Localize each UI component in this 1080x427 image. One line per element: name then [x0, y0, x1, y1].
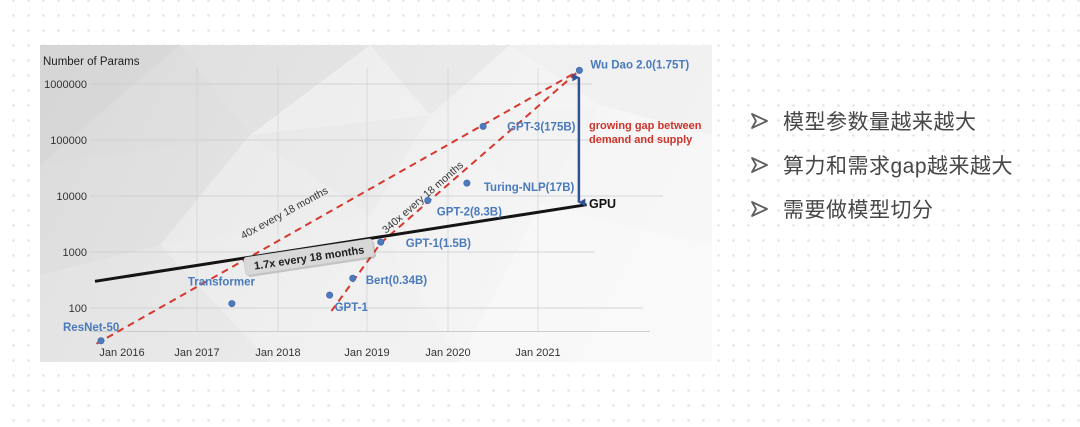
data-point	[97, 337, 105, 345]
lowpoly-facet	[510, 45, 712, 135]
point-label: GPT-2(8.3B)	[437, 207, 502, 219]
x-tick-label: Jan 2017	[174, 347, 219, 359]
y-tick-label: 100	[69, 303, 87, 315]
data-point	[424, 197, 432, 205]
data-point	[377, 238, 385, 246]
bullet-item: 模型参数量越来越大	[750, 106, 1072, 136]
point-label: Transformer	[188, 277, 256, 289]
lowpoly-facet	[460, 205, 712, 362]
params-chart-card: 100 1000 10000 100000 1000000 Jan 2016 Jan 201…	[40, 45, 712, 362]
gap-annotation: growing gap between demand and supply	[589, 120, 702, 146]
params-growth-chart: 100 1000 10000 100000 1000000 Jan 2016 Jan 201…	[40, 45, 712, 362]
lowpoly-facet	[250, 45, 430, 135]
point-label: Bert(0.34B)	[366, 275, 428, 287]
point-label: GPT-1(1.5B)	[406, 238, 471, 250]
point-label: ResNet-50	[63, 322, 119, 334]
data-point	[479, 122, 487, 130]
lowpoly-facet	[180, 45, 370, 135]
y-tick-label: 10000	[56, 191, 87, 203]
x-tick-label: Jan 2020	[425, 347, 470, 359]
lowpoly-facet	[370, 45, 510, 115]
key-points-panel: 模型参数量越来越大 算力和需求gap越来越大 需要做模型切分	[750, 106, 1072, 238]
gridlines: 100 1000 10000 100000 1000000 Jan 2016 Jan 201…	[44, 68, 663, 359]
bullet-text: 模型参数量越来越大	[783, 111, 977, 134]
bullet-item: 需要做模型切分	[750, 194, 1072, 224]
chart-title: Number of Params	[43, 56, 140, 68]
gpu-ribbon-band	[243, 238, 375, 276]
data-point	[463, 179, 471, 187]
bullet-item: 算力和需求gap越来越大	[750, 150, 1072, 180]
bullet-text: 算力和需求gap越来越大	[783, 155, 1014, 178]
point-label: GPT-1	[335, 302, 369, 314]
data-point	[228, 300, 236, 308]
arrow-bullet-icon	[750, 111, 770, 131]
bullet-text: 需要做模型切分	[783, 199, 934, 222]
data-points: ResNet-50 Transformer GPT-1 Bert(0.34B) GPT-…	[63, 59, 689, 345]
data-point	[575, 66, 583, 74]
y-tick-label: 1000000	[44, 79, 87, 91]
point-label: Wu Dao 2.0(1.75T)	[590, 59, 689, 71]
point-label: Turing-NLP(17B)	[484, 182, 575, 194]
gpu-label: GPU	[589, 197, 616, 211]
arrow-bullet-icon	[750, 199, 770, 219]
data-point	[326, 291, 334, 299]
lowpoly-facet	[40, 245, 270, 362]
x-tick-label: Jan 2019	[344, 347, 389, 359]
x-tick-label: Jan 2018	[255, 347, 300, 359]
arrow-bullet-icon	[750, 155, 770, 175]
gpu-ribbon: 1.7x every 18 months	[243, 238, 376, 277]
demand-40x-line	[96, 69, 580, 345]
x-tick-label: Jan 2016	[99, 347, 144, 359]
x-tick-label: Jan 2021	[515, 347, 560, 359]
y-tick-label: 1000	[63, 247, 87, 259]
point-label: GPT-3(175B)	[507, 121, 576, 133]
data-point	[349, 274, 357, 282]
y-tick-label: 100000	[50, 135, 87, 147]
